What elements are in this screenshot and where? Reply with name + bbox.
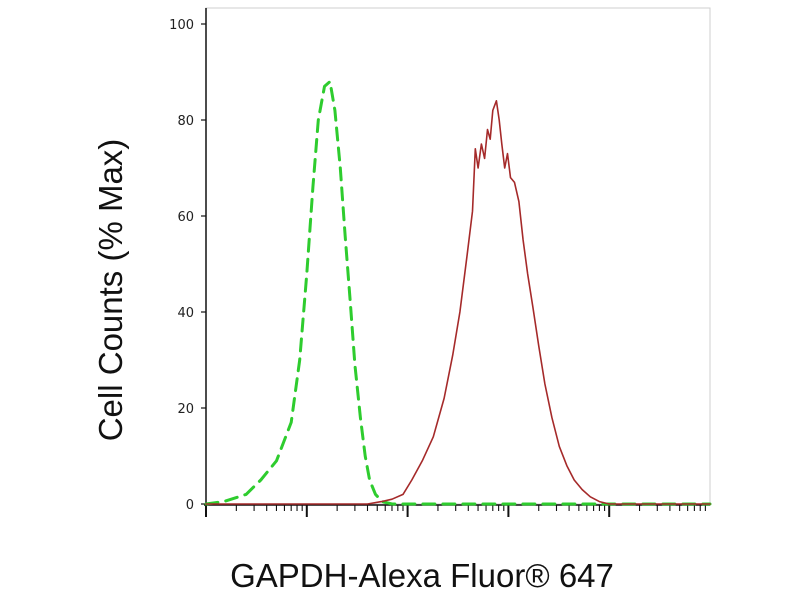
control-histogram-line bbox=[204, 80, 712, 506]
plot-frame bbox=[205, 7, 711, 505]
y-axis-ticks: 0 20 40 60 80 100 bbox=[169, 18, 206, 513]
y-tick-label: 80 bbox=[177, 114, 194, 129]
y-tick-label: 20 bbox=[177, 402, 194, 417]
y-tick-label: 60 bbox=[177, 210, 194, 225]
y-tick-label: 100 bbox=[169, 18, 194, 33]
y-axis-title: Cell Counts (% Max) bbox=[92, 139, 129, 442]
y-tick-label: 40 bbox=[177, 306, 194, 321]
y-tick-label: 0 bbox=[186, 498, 194, 513]
x-axis-title: GAPDH-Alexa Fluor® 647 bbox=[230, 557, 614, 594]
sample-histogram-line bbox=[205, 100, 711, 505]
x-axis-ticks bbox=[205, 505, 706, 517]
histogram-series bbox=[204, 80, 712, 506]
